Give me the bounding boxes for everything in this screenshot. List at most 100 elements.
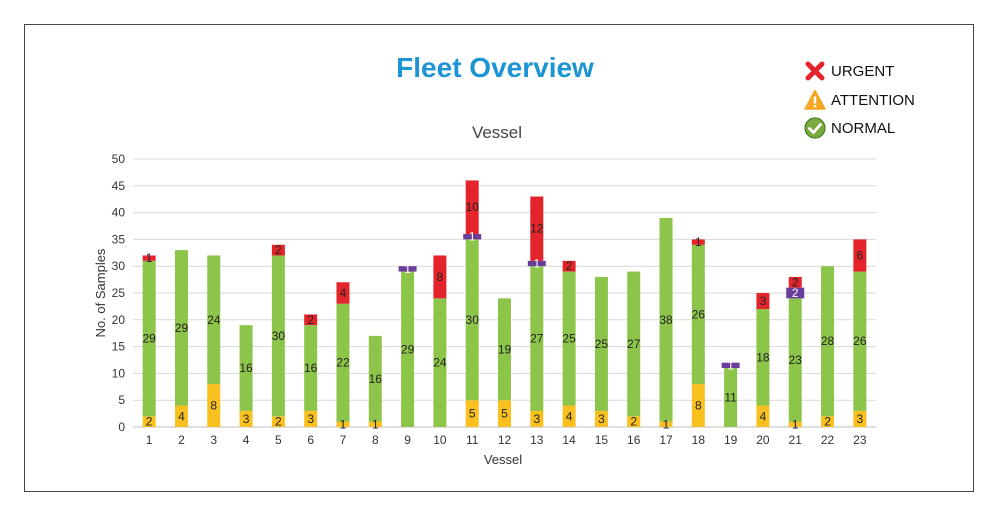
data-label: 1 xyxy=(372,417,379,431)
x-tick-label: 13 xyxy=(530,433,544,447)
x-tick-label: 14 xyxy=(562,433,576,447)
x-tick-label: 16 xyxy=(627,433,641,447)
data-label: 3 xyxy=(760,294,767,308)
bar-segment-attention xyxy=(853,410,867,427)
bar-segment-normal xyxy=(821,266,835,417)
x-tick-label: 21 xyxy=(789,433,803,447)
bar-segment-normal xyxy=(239,325,253,411)
attention-warning-icon xyxy=(804,89,826,110)
bar-segment-attention xyxy=(788,421,802,427)
data-label: 11 xyxy=(724,391,737,405)
data-label: 4 xyxy=(760,409,767,423)
x-tick-label: 19 xyxy=(724,433,738,447)
x-tick-label: 12 xyxy=(498,433,512,447)
bar-segment-urgent xyxy=(336,282,350,304)
data-label: 30 xyxy=(272,329,286,343)
data-label: 29 xyxy=(175,321,189,335)
bar-segment-normal xyxy=(271,255,285,417)
data-label: 4 xyxy=(340,286,347,300)
data-label: 2 xyxy=(566,259,573,273)
data-label: 6 xyxy=(857,248,864,262)
x-tick-label: 4 xyxy=(243,433,250,447)
bar-segment-normal xyxy=(207,255,221,385)
data-label: 16 xyxy=(304,361,318,375)
normal-check-icon xyxy=(804,117,826,139)
bar-segment-urgent xyxy=(562,260,576,272)
bar-segment-normal xyxy=(691,244,705,385)
data-label: 16 xyxy=(369,372,383,386)
x-tick-label: 23 xyxy=(853,433,867,447)
data-label: 1 xyxy=(404,262,411,276)
bar-segment-urgent xyxy=(788,276,802,288)
x-tick-label: 20 xyxy=(756,433,770,447)
bar-segment-urgent xyxy=(142,255,156,261)
data-label: 3 xyxy=(243,412,250,426)
x-tick-label: 11 xyxy=(466,433,479,447)
data-label: 1 xyxy=(727,358,734,372)
data-label: 1 xyxy=(533,257,540,271)
data-label: 3 xyxy=(307,412,314,426)
data-label: 29 xyxy=(401,342,415,356)
x-tick-label: 1 xyxy=(146,433,153,447)
gridlines xyxy=(133,158,876,428)
bar-segment-other xyxy=(721,362,740,369)
data-label: 24 xyxy=(207,313,221,327)
x-tick-label: 2 xyxy=(178,433,185,447)
bar-segment-attention xyxy=(691,384,705,427)
data-label: 3 xyxy=(857,412,864,426)
data-label: 1 xyxy=(340,417,347,431)
bar-segment-normal xyxy=(401,271,415,427)
data-label: 4 xyxy=(566,409,573,423)
data-label: 22 xyxy=(336,356,350,370)
data-label: 2 xyxy=(792,275,799,289)
bar-segment-normal xyxy=(594,276,608,411)
data-label: 18 xyxy=(756,350,770,364)
bar-segment-attention xyxy=(304,410,318,427)
data-label: 2 xyxy=(275,243,282,257)
data-label: 27 xyxy=(530,332,544,346)
bar-segment-attention xyxy=(239,410,253,427)
data-label: 8 xyxy=(437,270,444,284)
bar-segment-attention xyxy=(336,421,350,427)
data-label: 5 xyxy=(469,407,476,421)
data-label: 16 xyxy=(239,361,253,375)
bar-segment-attention xyxy=(207,384,221,427)
bar-segment-attention xyxy=(142,416,156,427)
data-label: 38 xyxy=(659,313,673,327)
page-title: Fleet Overview xyxy=(396,52,594,83)
data-label: 8 xyxy=(695,399,702,413)
bar-segment-normal xyxy=(336,303,350,422)
bar-segment-normal xyxy=(627,271,641,417)
bar-labels: 2291429824316230231621224116291248530110… xyxy=(142,200,866,431)
data-label: 2 xyxy=(792,286,799,300)
bar-segment-normal xyxy=(498,298,511,401)
data-label: 10 xyxy=(466,200,480,214)
bar-segment-normal xyxy=(433,298,447,427)
data-label: 25 xyxy=(595,337,609,351)
data-label: 1 xyxy=(469,230,476,244)
bar-segment-normal xyxy=(174,250,188,406)
bars xyxy=(142,180,867,427)
data-label: 1 xyxy=(146,251,153,265)
bar-segment-normal xyxy=(465,239,479,401)
y-tick-label: 35 xyxy=(112,232,126,246)
data-label: 19 xyxy=(498,342,512,356)
data-label: 1 xyxy=(663,417,670,431)
legend-attention: ATTENTION xyxy=(804,88,915,112)
bar-segment-normal xyxy=(724,368,738,427)
data-label: 24 xyxy=(433,356,447,370)
data-label: 26 xyxy=(692,307,706,321)
bar-segment-attention xyxy=(756,405,770,427)
bar-segment-urgent xyxy=(465,180,479,235)
data-label: 30 xyxy=(466,313,480,327)
x-tick-label: 10 xyxy=(433,433,447,447)
bar-segment-attention xyxy=(368,421,382,427)
legend-urgent: URGENT xyxy=(804,59,894,83)
bar-segment-normal xyxy=(756,309,770,406)
data-label: 2 xyxy=(275,415,282,429)
data-label: 3 xyxy=(598,412,605,426)
x-tick-label: 17 xyxy=(659,433,673,447)
legend-attention-label: ATTENTION xyxy=(831,91,915,109)
bar-segment-urgent xyxy=(853,239,867,272)
